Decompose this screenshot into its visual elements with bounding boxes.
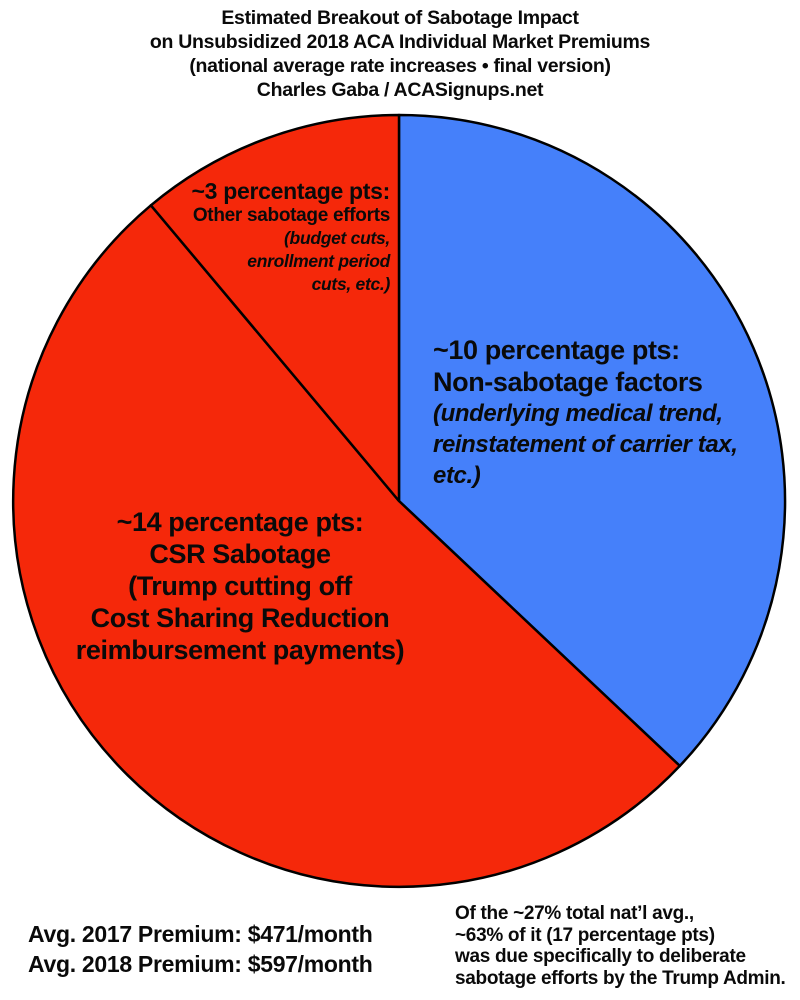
- pie-slice-other-sabotage: [149, 113, 401, 503]
- title-line-2: on Unsubsidized 2018 ACA Individual Mark…: [149, 31, 651, 53]
- non-sabotage-detail-3: etc.): [433, 462, 481, 489]
- title-line-3: (national average rate increases • final…: [189, 55, 611, 77]
- footnote-line-3: was due specifically to deliberate: [455, 946, 746, 967]
- csr-headline: ~14 percentage pts:: [116, 507, 364, 537]
- title-line-4: Charles Gaba / ACASignups.net: [256, 79, 544, 101]
- other-sabotage-detail-2: enrollment period: [247, 251, 390, 271]
- csr-line-2: CSR Sabotage: [149, 539, 331, 569]
- other-sabotage-detail-3: cuts, etc.): [311, 274, 391, 294]
- other-sabotage-detail-1: (budget cuts,: [284, 228, 390, 248]
- footnote-line-1: Of the ~27% total nat’l avg.,: [455, 903, 694, 924]
- label-non-sabotage: ~10 percentage pts: Non-sabotage factors…: [433, 334, 793, 491]
- label-csr-sabotage: ~14 percentage pts: CSR Sabotage (Trump …: [40, 506, 440, 666]
- premium-averages: Avg. 2017 Premium: $471/month Avg. 2018 …: [28, 919, 373, 979]
- pie-slice-csr-sabotage: [11, 204, 682, 889]
- footnote-line-4: sabotage efforts by the Trump Admin.: [455, 967, 786, 989]
- non-sabotage-headline: ~10 percentage pts:: [433, 335, 680, 365]
- non-sabotage-detail-1: (underlying medical trend,: [433, 400, 723, 427]
- footnote-line-2: ~63% of it (17 percentage pts): [455, 924, 715, 946]
- sabotage-footnote: Of the ~27% total nat’l avg., ~63% of it…: [455, 903, 786, 989]
- pie-slice-non-sabotage: [397, 113, 787, 768]
- csr-line-4: Cost Sharing Reduction: [90, 603, 390, 633]
- other-sabotage-headline: ~3 percentage pts:: [191, 178, 391, 204]
- chart-title: Estimated Breakout of Sabotage Impact on…: [0, 6, 800, 102]
- non-sabotage-name: Non-sabotage factors: [433, 367, 703, 397]
- label-other-sabotage: ~3 percentage pts: Other sabotage effort…: [191, 178, 391, 296]
- other-sabotage-name: Other sabotage efforts: [192, 205, 390, 226]
- csr-line-3: (Trump cutting off: [128, 571, 352, 601]
- title-line-1: Estimated Breakout of Sabotage Impact: [221, 7, 579, 29]
- non-sabotage-detail-2: reinstatement of carrier tax,: [433, 431, 738, 458]
- csr-line-5: reimbursement payments): [75, 635, 405, 665]
- premium-2018: Avg. 2018 Premium: $597/month: [28, 951, 373, 977]
- premium-2017: Avg. 2017 Premium: $471/month: [28, 921, 373, 947]
